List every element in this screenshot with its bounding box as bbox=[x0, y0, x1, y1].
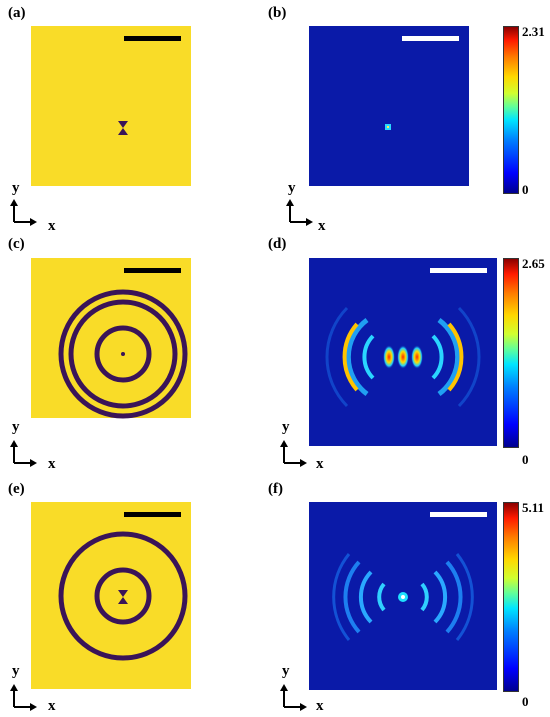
panel-label-b: (b) bbox=[268, 5, 287, 21]
panel-label-f: (f) bbox=[268, 481, 283, 497]
y-axis-label: y bbox=[282, 419, 290, 435]
scale-bar bbox=[430, 268, 487, 273]
field-hotspot bbox=[385, 124, 391, 130]
colorbar-b bbox=[503, 26, 519, 194]
x-axis-label: x bbox=[316, 698, 324, 714]
field-pattern bbox=[325, 306, 481, 408]
axes-indicator-f bbox=[278, 671, 312, 711]
y-axis-label: y bbox=[12, 180, 20, 196]
colorbar-max-d: 2.65 bbox=[522, 256, 545, 271]
axes-indicator-c bbox=[8, 427, 42, 467]
colorbar-f bbox=[503, 502, 519, 692]
structure-map-e bbox=[31, 502, 191, 689]
colorbar-max-b: 2.31 bbox=[522, 24, 545, 39]
ring-grating bbox=[58, 289, 188, 419]
structure-map-a bbox=[31, 26, 191, 186]
colorbar-d bbox=[503, 258, 519, 448]
y-axis-label: y bbox=[282, 663, 290, 679]
field-map-b bbox=[309, 26, 469, 186]
scale-bar bbox=[124, 512, 181, 517]
panel-label-a: (a) bbox=[8, 5, 26, 21]
x-axis-label: x bbox=[48, 456, 56, 472]
ring-grating-bowtie bbox=[58, 531, 188, 661]
x-axis-label: x bbox=[48, 218, 56, 234]
colorbar-max-f: 5.11 bbox=[522, 500, 545, 515]
bowtie-antenna bbox=[118, 121, 128, 135]
y-axis-label: y bbox=[12, 419, 20, 435]
axes-indicator-b bbox=[284, 186, 318, 226]
axes-indicator-e bbox=[8, 671, 42, 711]
scale-bar bbox=[430, 512, 487, 517]
y-axis-label: y bbox=[12, 663, 20, 679]
field-pattern bbox=[332, 553, 474, 641]
scale-bar bbox=[124, 36, 181, 41]
scale-bar bbox=[402, 36, 459, 41]
panel-label-e: (e) bbox=[8, 481, 25, 497]
colorbar-min-b: 0 bbox=[522, 182, 529, 197]
panel-label-d: (d) bbox=[268, 236, 287, 252]
x-axis-label: x bbox=[48, 698, 56, 714]
scale-bar bbox=[124, 268, 181, 273]
axes-indicator-d bbox=[278, 427, 312, 467]
colorbar-min-f: 0 bbox=[522, 694, 529, 709]
field-map-d bbox=[309, 258, 497, 446]
field-map-f bbox=[309, 502, 497, 690]
panel-label-c: (c) bbox=[8, 236, 25, 252]
colorbar-min-d: 0 bbox=[522, 452, 529, 467]
x-axis-label: x bbox=[318, 218, 326, 234]
axes-indicator-a bbox=[8, 186, 42, 226]
structure-map-c bbox=[31, 258, 191, 419]
y-axis-label: y bbox=[288, 180, 296, 196]
x-axis-label: x bbox=[316, 456, 324, 472]
